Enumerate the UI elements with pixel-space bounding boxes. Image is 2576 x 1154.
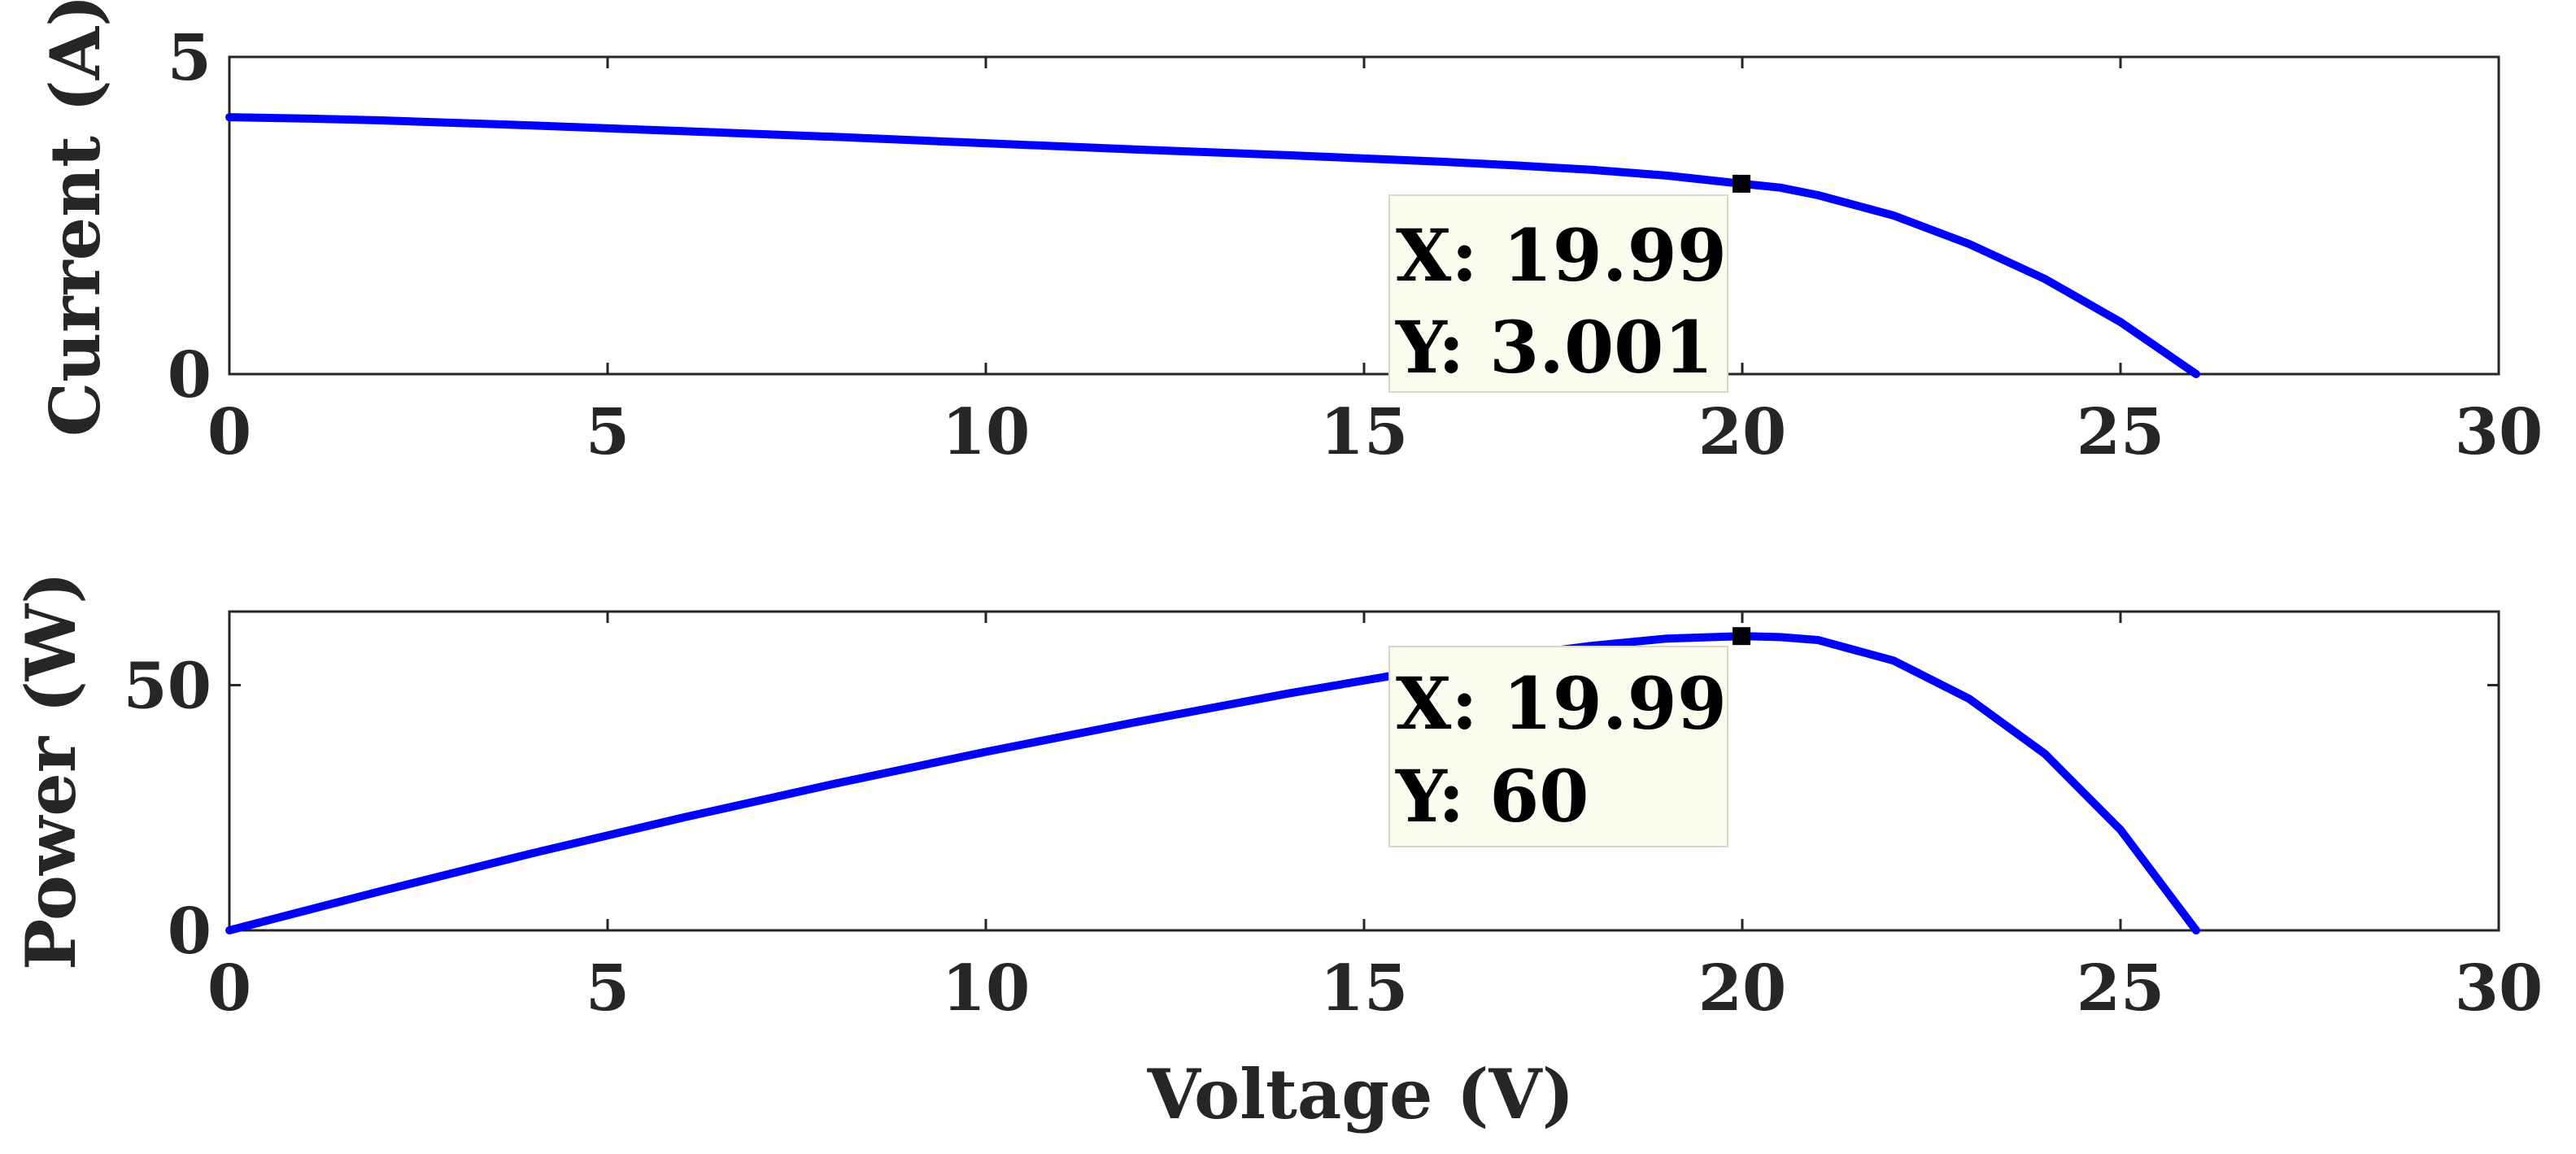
power-x-tick-label-4: 20 [1698, 952, 1787, 1026]
current-x-ticks: 0 5 10 15 20 25 30 [207, 57, 2543, 469]
current-axes: 0 5 10 15 20 25 30 05 Current (A) X: 19.99 Y: … [35, 0, 2543, 469]
power-y-ticks: 0 50 [123, 649, 2499, 969]
current-series-line [225, 113, 2200, 378]
power-axes: 0 5 10 15 20 25 30 0 50 Power (W) X: 19.99 Y: 6… [11, 572, 2543, 1134]
current-x-tick-label-2: 10 [942, 395, 1031, 469]
x-axis-label: Voltage (V) [1147, 1054, 1575, 1134]
power-x-tick-label-3: 15 [1320, 952, 1409, 1026]
current-datatip-x: X: 19.99 [1396, 213, 1727, 298]
power-datatip-y: Y: 60 [1395, 754, 1589, 838]
power-datatip-marker [1733, 627, 1751, 646]
current-x-tick-label-5: 25 [2077, 395, 2165, 469]
current-y-ticks: 05 [168, 21, 2499, 412]
current-x-tick-label-4: 20 [1698, 395, 1787, 469]
current-datatip-marker [1733, 174, 1751, 193]
power-x-tick-label-1: 5 [586, 952, 630, 1026]
current-axes-box [228, 55, 2500, 376]
current-x-tick-label-0: 0 [207, 395, 251, 469]
current-datatip-y: Y: 3.001 [1395, 305, 1714, 390]
current-x-tick-label-3: 15 [1320, 395, 1409, 469]
power-datatip-box [1388, 646, 1728, 847]
power-x-tick-label-0: 0 [207, 952, 251, 1026]
power-x-tick-label-5: 25 [2077, 952, 2165, 1026]
power-axes-box [228, 610, 2500, 932]
power-x-ticks: 0 5 10 15 20 25 30 [207, 612, 2543, 1026]
power-x-tick-label-6: 30 [2455, 952, 2543, 1026]
current-x-tick-label-6: 30 [2455, 395, 2543, 469]
power-y-label: Power (W) [11, 572, 91, 970]
current-x-tick-label-1: 5 [586, 395, 630, 469]
power-y-tick-label-1: 50 [123, 649, 211, 723]
current-datatip-box [1388, 194, 1728, 393]
current-y-tick-label-0: 0 [168, 338, 211, 412]
power-datatip-x: X: 19.99 [1396, 661, 1727, 746]
power-y-tick-label-0: 0 [168, 895, 211, 969]
power-x-tick-label-2: 10 [942, 952, 1031, 1026]
current-y-label: Current (A) [35, 0, 116, 437]
current-y-tick-label-1: 5 [168, 21, 211, 95]
